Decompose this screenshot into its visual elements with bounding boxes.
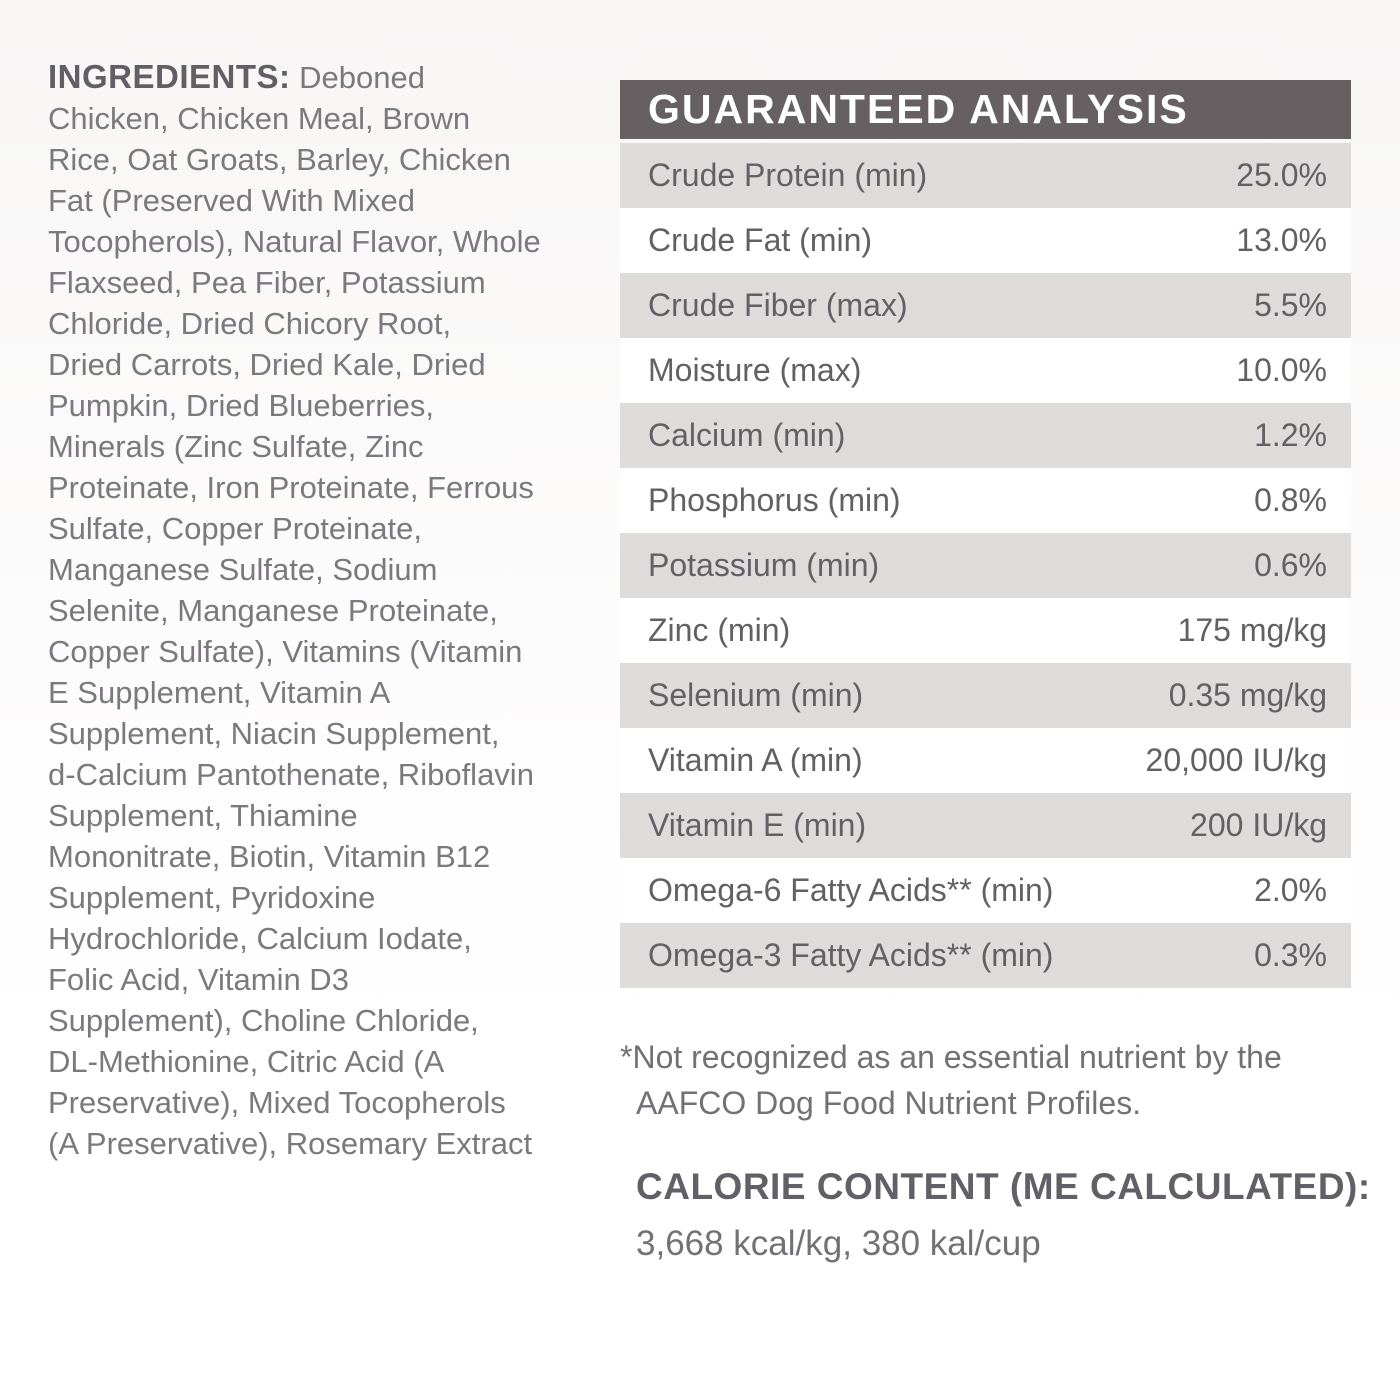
row-label: Crude Fiber (max) (648, 287, 908, 323)
guaranteed-analysis-table: Crude Protein (min) 25.0% Crude Fat (min… (620, 143, 1351, 988)
table-row: Selenium (min) 0.35 mg/kg (620, 663, 1351, 728)
row-value: 5.5% (1254, 287, 1327, 323)
row-value: 25.0% (1236, 157, 1327, 193)
row-label: Potassium (min) (648, 547, 880, 583)
row-value: 0.6% (1254, 547, 1327, 583)
guaranteed-analysis-header-bar: GUARANTEED ANALYSIS (620, 80, 1351, 139)
row-value: 2.0% (1254, 872, 1327, 908)
table-row: Crude Protein (min) 25.0% (620, 143, 1351, 208)
guaranteed-analysis-title: GUARANTEED ANALYSIS (648, 86, 1189, 132)
ingredients-heading: INGREDIENTS: (48, 58, 291, 95)
table-row: Vitamin E (min) 200 IU/kg (620, 793, 1351, 858)
row-value: 20,000 IU/kg (1145, 742, 1327, 778)
row-label: Crude Fat (min) (648, 222, 873, 258)
row-label: Calcium (min) (648, 417, 846, 453)
row-value: 1.2% (1254, 417, 1327, 453)
calorie-content-heading: CALORIE CONTENT (ME CALCULATED): (636, 1166, 1371, 1207)
row-label: Omega-6 Fatty Acids** (min) (648, 872, 1054, 908)
ingredients-text: Deboned Chicken, Chicken Meal, Brown Ric… (48, 60, 541, 1161)
row-label: Omega-3 Fatty Acids** (min) (648, 937, 1054, 973)
table-row: Omega-3 Fatty Acids** (min) 0.3% (620, 923, 1351, 988)
row-label: Zinc (min) (648, 612, 791, 648)
table-row: Zinc (min) 175 mg/kg (620, 598, 1351, 663)
row-label: Phosphorus (min) (648, 482, 901, 518)
row-value: 10.0% (1236, 352, 1327, 388)
row-label: Selenium (min) (648, 677, 864, 713)
table-row: Crude Fat (min) 13.0% (620, 208, 1351, 273)
row-value: 200 IU/kg (1190, 807, 1327, 843)
row-label: Moisture (max) (648, 352, 862, 388)
row-value: 13.0% (1236, 222, 1327, 258)
table-row: Crude Fiber (max) 5.5% (620, 273, 1351, 338)
table-row: Phosphorus (min) 0.8% (620, 468, 1351, 533)
row-label: Vitamin A (min) (648, 742, 863, 778)
row-label: Crude Protein (min) (648, 157, 928, 193)
row-value: 175 mg/kg (1177, 612, 1327, 648)
guaranteed-analysis-section: GUARANTEED ANALYSIS Crude Protein (min) … (620, 80, 1371, 1264)
table-row: Calcium (min) 1.2% (620, 403, 1351, 468)
table-row: Potassium (min) 0.6% (620, 533, 1351, 598)
row-value: 0.8% (1254, 482, 1327, 518)
row-value: 0.35 mg/kg (1168, 677, 1327, 713)
row-value: 0.3% (1254, 937, 1327, 973)
row-label: Vitamin E (min) (648, 807, 867, 843)
table-row: Omega-6 Fatty Acids** (min) 2.0% (620, 858, 1351, 923)
table-row: Moisture (max) 10.0% (620, 338, 1351, 403)
aafco-footnote: *Not recognized as an essential nutrient… (620, 1039, 1282, 1121)
calorie-content-section: CALORIE CONTENT (ME CALCULATED): 3,668 k… (620, 1166, 1371, 1264)
ingredients-section: INGREDIENTS: Deboned Chicken, Chicken Me… (48, 56, 608, 1164)
calorie-content-value: 3,668 kcal/kg, 380 kal/cup (636, 1224, 1041, 1263)
table-row: Vitamin A (min) 20,000 IU/kg (620, 728, 1351, 793)
